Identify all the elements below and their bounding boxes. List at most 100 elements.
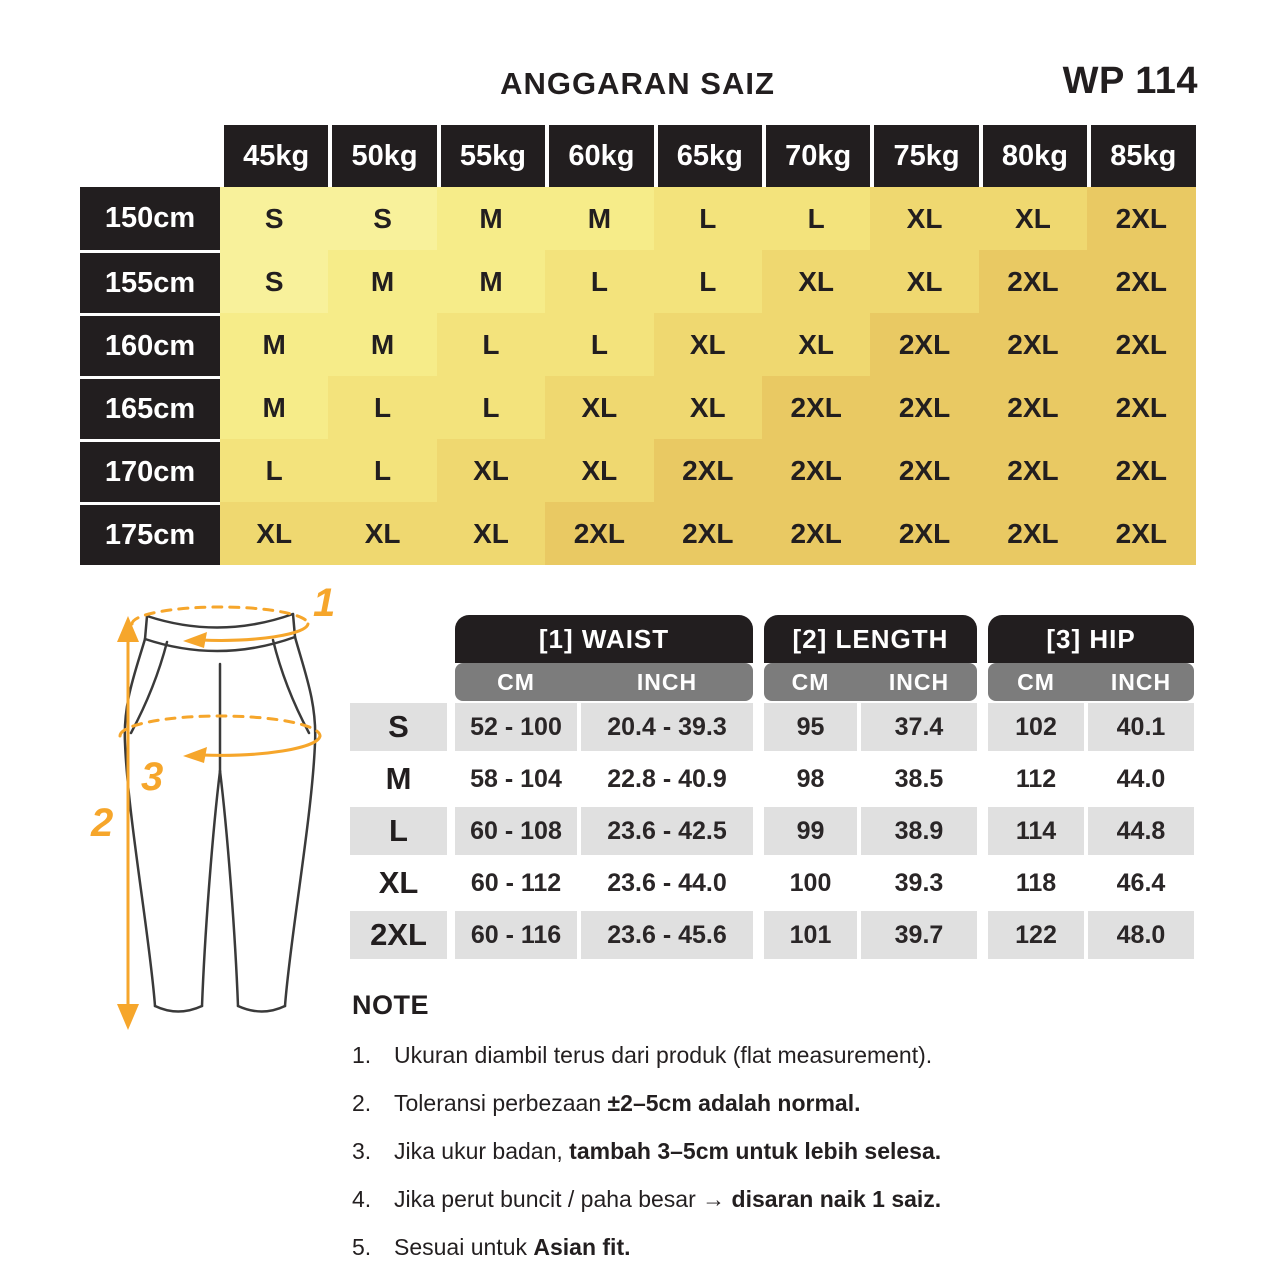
measure-value-cell: 100 — [764, 857, 857, 909]
height-header-cell: 160cm — [80, 313, 220, 376]
weight-header-cell: 55kg — [436, 125, 546, 187]
size-cell: XL — [653, 313, 762, 376]
unit-header-band — [764, 663, 977, 701]
size-cell: 2XL — [653, 502, 762, 565]
size-cell: XL — [978, 187, 1088, 250]
measure-value-cell: 40.1 — [1088, 701, 1194, 753]
measure-value-cell: 114 — [988, 805, 1084, 857]
pants-diagram: 1 2 3 — [55, 578, 385, 1048]
size-cell: 2XL — [653, 439, 762, 502]
weight-header-cell: 65kg — [653, 125, 762, 187]
measure-value-cell: 122 — [988, 909, 1084, 961]
note-item: 2. Toleransi perbezaan ±2–5cm adalah norm… — [352, 1090, 972, 1117]
size-matrix-table: 45kg 50kg 55kg 60kg 65kg 70kg 75kg 80kg 85kg 150c… — [80, 125, 1196, 565]
size-cell: S — [220, 187, 329, 250]
notes-list: 1. Ukuran diambil terus dari produk (flat… — [352, 1042, 972, 1261]
size-cell: M — [328, 250, 437, 313]
size-cell: S — [328, 187, 437, 250]
size-cell: 2XL — [1087, 250, 1196, 313]
measure-group-header: [2] LENGTH — [764, 615, 977, 663]
note-item: 3. Jika ukur badan, tambah 3–5cm untuk le… — [352, 1138, 972, 1165]
measure-value-cell: 39.3 — [861, 857, 977, 909]
size-cell: XL — [220, 502, 329, 565]
hip-measure-icon — [118, 714, 322, 763]
measure-row-size: S — [350, 701, 447, 753]
measure-row-size: 2XL — [350, 909, 447, 961]
size-cell: 2XL — [978, 502, 1088, 565]
size-cell: XL — [436, 502, 546, 565]
size-cell: XL — [761, 250, 871, 313]
note-item: 4. Jika perut buncit / paha besar → disar… — [352, 1186, 972, 1213]
size-cell: XL — [870, 250, 979, 313]
size-cell: 2XL — [870, 376, 979, 439]
size-cell: 2XL — [1087, 376, 1196, 439]
size-cell: XL — [870, 187, 979, 250]
size-cell: 2XL — [1087, 502, 1196, 565]
measure-row-size: L — [350, 805, 447, 857]
size-cell: 2XL — [978, 250, 1088, 313]
note-number: 2. — [352, 1090, 372, 1116]
size-cell: L — [653, 250, 762, 313]
size-cell: M — [220, 376, 329, 439]
unit-header-cell: INCH — [888, 668, 950, 695]
size-cell: XL — [436, 439, 546, 502]
weight-header-cell: 80kg — [978, 125, 1088, 187]
size-cell: L — [545, 250, 654, 313]
unit-header-band — [455, 663, 753, 701]
note-text: Sesuai untuk Asian fit. — [394, 1234, 631, 1260]
size-cell: 2XL — [761, 502, 871, 565]
weight-header-cell: 60kg — [545, 125, 654, 187]
waist-measure-icon — [130, 605, 310, 648]
measure-value-cell: 118 — [988, 857, 1084, 909]
measure-value-cell: 23.6 - 44.0 — [581, 857, 753, 909]
weight-header-cell: 45kg — [220, 125, 329, 187]
measure-group-header: [3] HIP — [988, 615, 1194, 663]
note-number: 4. — [352, 1186, 372, 1212]
unit-header-band — [988, 663, 1194, 701]
size-cell: M — [436, 250, 546, 313]
height-header-cell: 170cm — [80, 439, 220, 502]
note-number: 3. — [352, 1138, 372, 1164]
size-cell: XL — [545, 376, 654, 439]
size-cell: 2XL — [870, 313, 979, 376]
diagram-label-length: 2 — [90, 801, 113, 845]
measure-value-cell: 58 - 104 — [455, 753, 577, 805]
size-cell: L — [328, 376, 437, 439]
size-cell: L — [653, 187, 762, 250]
size-cell: M — [328, 313, 437, 376]
notes-title: NOTE — [352, 990, 430, 1020]
measure-value-cell: 102 — [988, 701, 1084, 753]
measure-value-cell: 20.4 - 39.3 — [581, 701, 753, 753]
height-header-cell: 175cm — [80, 502, 220, 565]
measure-row-size: XL — [350, 857, 447, 909]
measure-value-cell: 37.4 — [861, 701, 977, 753]
measure-value-cell: 60 - 108 — [455, 805, 577, 857]
measure-group-header: [1] WAIST — [455, 615, 753, 663]
size-cell: M — [545, 187, 654, 250]
note-text: Jika ukur badan, tambah 3–5cm untuk lebi… — [394, 1138, 942, 1164]
weight-header-cell: 50kg — [328, 125, 437, 187]
length-arrow-icon — [117, 616, 139, 1030]
unit-header-cell: CM — [1017, 668, 1055, 695]
size-cell: L — [545, 313, 654, 376]
diagram-label-hip: 3 — [141, 755, 163, 799]
note-number: 1. — [352, 1042, 372, 1068]
size-cell: 2XL — [1087, 439, 1196, 502]
height-header-cell: 150cm — [80, 187, 220, 250]
pants-outline-icon — [123, 612, 317, 1013]
note-text: Toleransi perbezaan ±2–5cm adalah normal… — [394, 1090, 861, 1116]
measure-value-cell: 60 - 116 — [455, 909, 577, 961]
measure-value-cell: 99 — [764, 805, 857, 857]
unit-header-cell: INCH — [636, 668, 698, 695]
measure-value-cell: 44.8 — [1088, 805, 1194, 857]
height-header-cell: 165cm — [80, 376, 220, 439]
measure-value-cell: 22.8 - 40.9 — [581, 753, 753, 805]
note-item: 5. Sesuai untuk Asian fit. — [352, 1234, 972, 1261]
size-cell: M — [220, 313, 329, 376]
size-cell: 2XL — [545, 502, 654, 565]
measure-value-cell: 112 — [988, 753, 1084, 805]
size-cell: 2XL — [870, 502, 979, 565]
size-cell: L — [436, 313, 546, 376]
size-cell: 2XL — [870, 439, 979, 502]
measure-row-size: M — [350, 753, 447, 805]
